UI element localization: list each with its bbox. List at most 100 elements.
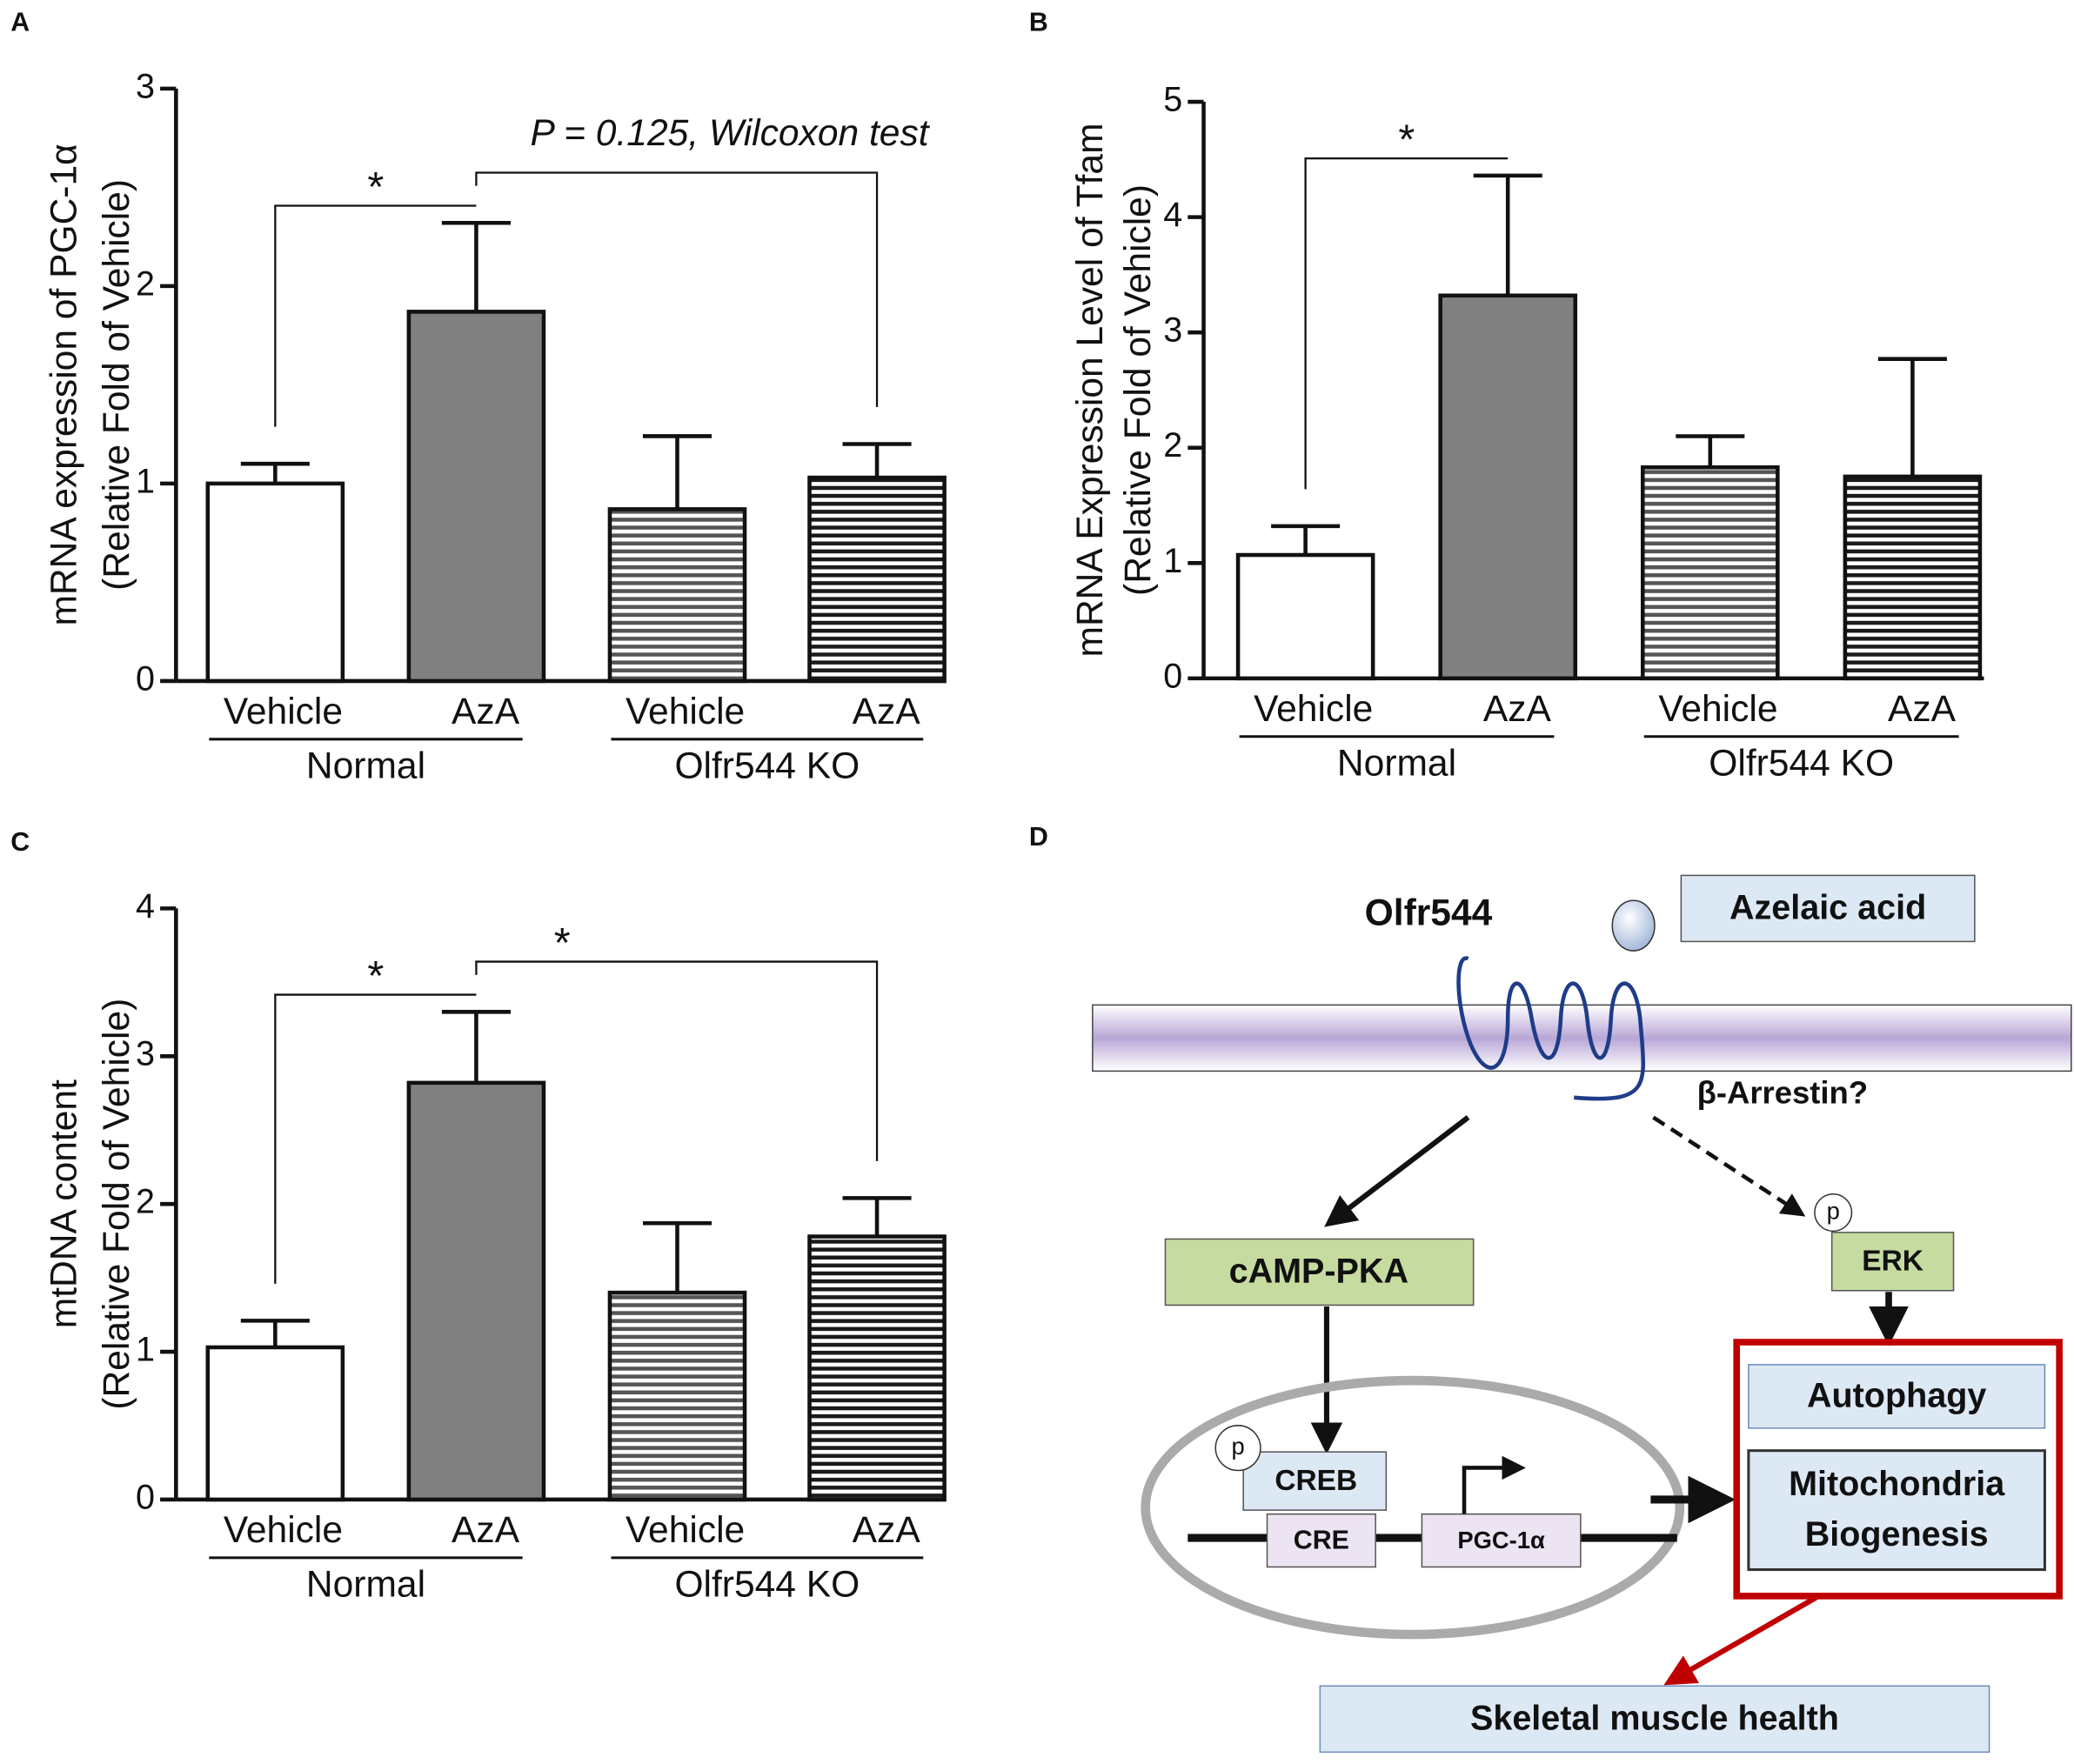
bar <box>1843 474 1983 681</box>
annotation: * <box>367 952 384 999</box>
arrow <box>1663 1594 1820 1686</box>
y-tick-label: 0 <box>1163 657 1182 695</box>
x-tick-label: Vehicle <box>626 691 745 732</box>
y-tick-label: 1 <box>136 1331 155 1369</box>
bar <box>807 1234 947 1502</box>
y-tick-label: 4 <box>136 887 155 925</box>
cre-label: CRE <box>1294 1526 1349 1555</box>
outcome-label: Skeletal muscle health <box>1470 1699 1839 1737</box>
arrestin-label: β-Arrestin? <box>1697 1074 1869 1110</box>
erk-box <box>1830 1232 1955 1292</box>
camp-label: cAMP-PKA <box>1229 1252 1408 1290</box>
y-axis-label: mRNA Expression Level of Tfam <box>1069 123 1111 657</box>
y-tick-label: 2 <box>1163 426 1182 464</box>
x-tick-label: AzA <box>452 691 520 732</box>
bar <box>807 475 947 684</box>
autophagy-label: Autophagy <box>1807 1376 1986 1414</box>
y-tick-label: 1 <box>136 462 155 500</box>
y-tick-label: 0 <box>136 1478 155 1516</box>
bar <box>205 1345 345 1502</box>
phospho-label: p <box>1231 1433 1244 1460</box>
y-axis-label: mRNA expression of PGC-1α <box>43 144 84 625</box>
y-tick-label: 3 <box>136 67 155 105</box>
significance-bracket <box>475 960 879 1161</box>
bar <box>1640 465 1780 681</box>
camp-box <box>1164 1238 1475 1306</box>
y-axis-label: (Relative Fold of Vehicle) <box>96 179 137 591</box>
y-tick-label: 1 <box>1163 542 1182 580</box>
y-tick-label: 2 <box>136 264 155 303</box>
arrow <box>1652 1115 1806 1217</box>
pathway-diagram: D Olfr544 Azelaic acid β-Arrestin? cAMP-… <box>1029 822 2072 1754</box>
erk-label: ERK <box>1862 1246 1923 1278</box>
phospho-label: p <box>1827 1197 1840 1224</box>
group-label: Olfr544 KO <box>674 1564 860 1606</box>
y-tick-label: 4 <box>1163 196 1182 234</box>
annotation: P = 0.125, Wilcoxon test <box>531 112 931 154</box>
receptor-label: Olfr544 <box>1365 892 1493 933</box>
x-tick-label: AzA <box>452 1509 520 1551</box>
y-axis-label: (Relative Fold of Vehicle) <box>96 999 137 1410</box>
cre-box <box>1266 1513 1376 1568</box>
panel-label: B <box>1029 7 1048 37</box>
x-tick-label: AzA <box>1888 688 1957 730</box>
x-tick-label: Vehicle <box>1254 688 1373 730</box>
bar <box>406 310 546 684</box>
pgc-label: PGC-1α <box>1457 1527 1545 1554</box>
panel-label: D <box>1029 822 1048 852</box>
ligand-ball <box>1611 899 1656 952</box>
y-tick-label: 5 <box>1163 80 1182 118</box>
bar <box>406 1080 546 1502</box>
x-tick-label: AzA <box>853 1509 921 1551</box>
receptor <box>1456 956 1646 1101</box>
y-tick-label: 2 <box>136 1183 155 1221</box>
phospho-circle <box>1214 1425 1261 1472</box>
creb-box <box>1242 1451 1388 1511</box>
y-tick-label: 3 <box>136 1035 155 1073</box>
y-axis-label: (Relative Fold of Vehicle) <box>1117 184 1159 596</box>
pgc-box <box>1421 1513 1582 1568</box>
panel-label: C <box>10 827 30 857</box>
annotation: * <box>554 919 571 966</box>
group-label: Olfr544 KO <box>1709 742 1894 784</box>
annotation: * <box>1398 117 1415 164</box>
outcome-box <box>1733 1339 2063 1600</box>
group-label: Normal <box>1337 742 1456 784</box>
bar <box>205 481 345 684</box>
creb-label: CREB <box>1275 1465 1357 1497</box>
group-label: Normal <box>306 745 425 787</box>
phospho-circle <box>1814 1193 1853 1233</box>
significance-bracket <box>1304 157 1509 490</box>
x-tick-label: AzA <box>1483 688 1552 730</box>
bar <box>607 1290 747 1502</box>
mito-label: Mitochondria <box>1789 1465 2005 1503</box>
bar <box>1438 293 1578 681</box>
x-tick-label: Vehicle <box>626 1509 745 1551</box>
autophagy-box <box>1748 1364 2046 1429</box>
group-label: Normal <box>306 1564 425 1606</box>
group-label: Olfr544 KO <box>674 745 860 787</box>
bar <box>607 507 747 684</box>
arrow <box>1462 1455 1526 1514</box>
annotation: * <box>367 164 384 210</box>
nucleus <box>1141 1375 1685 1640</box>
ligand-box <box>1680 874 1976 943</box>
significance-bracket <box>274 204 477 427</box>
significance-bracket <box>274 993 477 1284</box>
significance-bracket <box>475 171 879 407</box>
x-tick-label: Vehicle <box>1658 688 1777 730</box>
y-axis-label: mtDNA content <box>43 1079 84 1328</box>
mito-label: Biogenesis <box>1805 1515 1989 1554</box>
y-tick-label: 0 <box>136 659 155 698</box>
x-tick-label: AzA <box>853 691 921 732</box>
x-tick-label: Vehicle <box>224 1509 343 1551</box>
mito-box <box>1747 1449 2046 1572</box>
y-tick-label: 3 <box>1163 311 1182 350</box>
outcome-health-box <box>1319 1685 1990 1754</box>
arrow <box>1324 1115 1470 1227</box>
membrane <box>1092 1004 2072 1072</box>
panel-label: A <box>10 7 30 37</box>
x-tick-label: Vehicle <box>224 691 343 732</box>
ligand-label: Azelaic acid <box>1729 888 1926 926</box>
